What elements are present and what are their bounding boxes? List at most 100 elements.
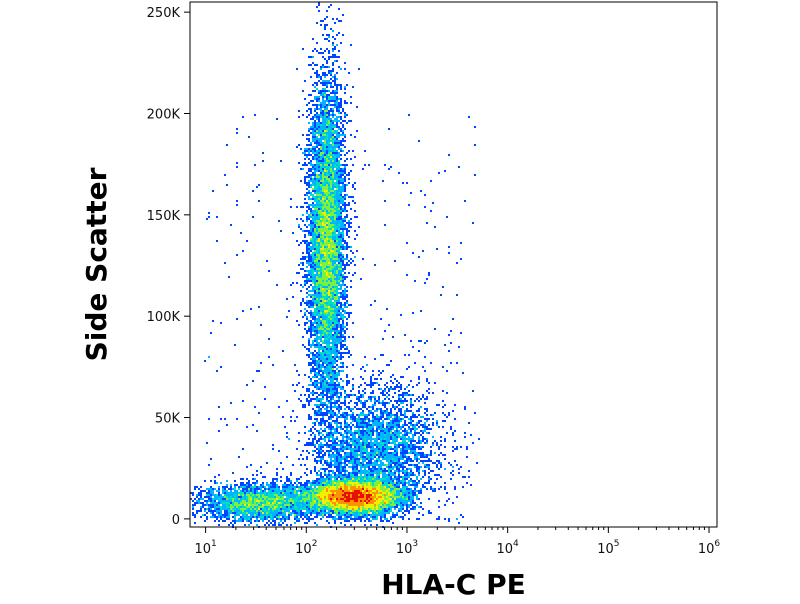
density-dot — [326, 304, 328, 306]
density-dot — [314, 384, 316, 386]
density-dot — [332, 104, 334, 106]
density-dot — [328, 166, 330, 168]
density-dot — [324, 330, 326, 332]
density-dot — [334, 124, 336, 126]
density-dot — [430, 470, 432, 472]
density-dot — [318, 366, 320, 368]
density-dot — [340, 442, 342, 444]
density-dot — [340, 214, 342, 216]
density-dot — [410, 470, 412, 472]
density-dot — [320, 336, 322, 338]
density-dot — [328, 186, 330, 188]
density-dot — [442, 390, 444, 392]
density-dot — [392, 418, 394, 420]
density-dot — [330, 374, 332, 376]
density-dot — [326, 218, 328, 220]
density-dot — [230, 402, 232, 404]
density-dot — [410, 444, 412, 446]
density-dot — [362, 168, 364, 170]
density-dot — [354, 464, 356, 466]
density-dot — [332, 440, 334, 442]
density-dot — [318, 440, 320, 442]
density-dot — [328, 424, 330, 426]
density-dot — [326, 366, 328, 368]
density-dot — [318, 234, 320, 236]
density-dot — [252, 216, 254, 218]
density-dot — [332, 302, 334, 304]
density-dot — [328, 80, 330, 82]
density-dot — [340, 216, 342, 218]
density-dot — [336, 218, 338, 220]
density-dot — [418, 420, 420, 422]
density-dot — [340, 172, 342, 174]
density-dot — [316, 282, 318, 284]
density-dot — [314, 330, 316, 332]
density-dot — [352, 462, 354, 464]
density-dot — [364, 448, 366, 450]
density-dot — [388, 434, 390, 436]
density-dot — [342, 224, 344, 226]
density-dot — [338, 144, 340, 146]
density-dot — [394, 464, 396, 466]
density-dot — [340, 342, 342, 344]
density-dot — [322, 352, 324, 354]
density-dot — [310, 174, 312, 176]
density-dot — [336, 460, 338, 462]
density-dot — [350, 102, 352, 104]
density-dot — [324, 254, 326, 256]
density-dot — [352, 200, 354, 202]
density-dot — [320, 318, 322, 320]
density-dot — [318, 432, 320, 434]
density-dot — [264, 476, 266, 478]
density-dot — [324, 120, 326, 122]
density-dot — [448, 252, 450, 254]
density-dot — [242, 448, 244, 450]
density-dot — [342, 336, 344, 338]
density-dot — [314, 310, 316, 312]
density-dot — [344, 68, 346, 70]
density-dot — [326, 338, 328, 340]
density-dot — [336, 298, 338, 300]
density-dot — [348, 442, 350, 444]
density-dot — [432, 392, 434, 394]
density-dot — [316, 106, 318, 108]
density-dot — [336, 100, 338, 102]
density-dot — [322, 106, 324, 108]
density-dot — [392, 458, 394, 460]
density-dot — [318, 356, 320, 358]
density-dot — [414, 362, 416, 364]
density-dot — [328, 128, 330, 130]
density-dot — [318, 338, 320, 340]
density-dot — [394, 432, 396, 434]
density-dot — [336, 224, 338, 226]
density-dot — [336, 350, 338, 352]
density-dot — [318, 242, 320, 244]
density-dot — [372, 412, 374, 414]
density-dot — [342, 170, 344, 172]
density-dot — [304, 194, 306, 196]
density-dot — [338, 408, 340, 410]
density-dot — [456, 294, 458, 296]
density-dot — [272, 444, 274, 446]
density-dot — [408, 384, 410, 386]
density-dot — [324, 362, 326, 364]
density-dot — [340, 396, 342, 398]
density-dot — [336, 102, 338, 104]
density-dot — [328, 454, 330, 456]
density-dot — [328, 418, 330, 420]
density-dot — [340, 20, 342, 22]
density-dot — [388, 388, 390, 390]
density-dot — [332, 240, 334, 242]
density-dot — [348, 356, 350, 358]
density-dot — [330, 166, 332, 168]
density-dot — [334, 166, 336, 168]
density-dot — [324, 384, 326, 386]
density-dot — [344, 302, 346, 304]
density-dot — [328, 456, 330, 458]
density-dot — [334, 142, 336, 144]
density-dot — [380, 414, 382, 416]
density-dot — [336, 406, 338, 408]
density-dot — [338, 162, 340, 164]
density-dot — [330, 366, 332, 368]
density-dot — [334, 282, 336, 284]
